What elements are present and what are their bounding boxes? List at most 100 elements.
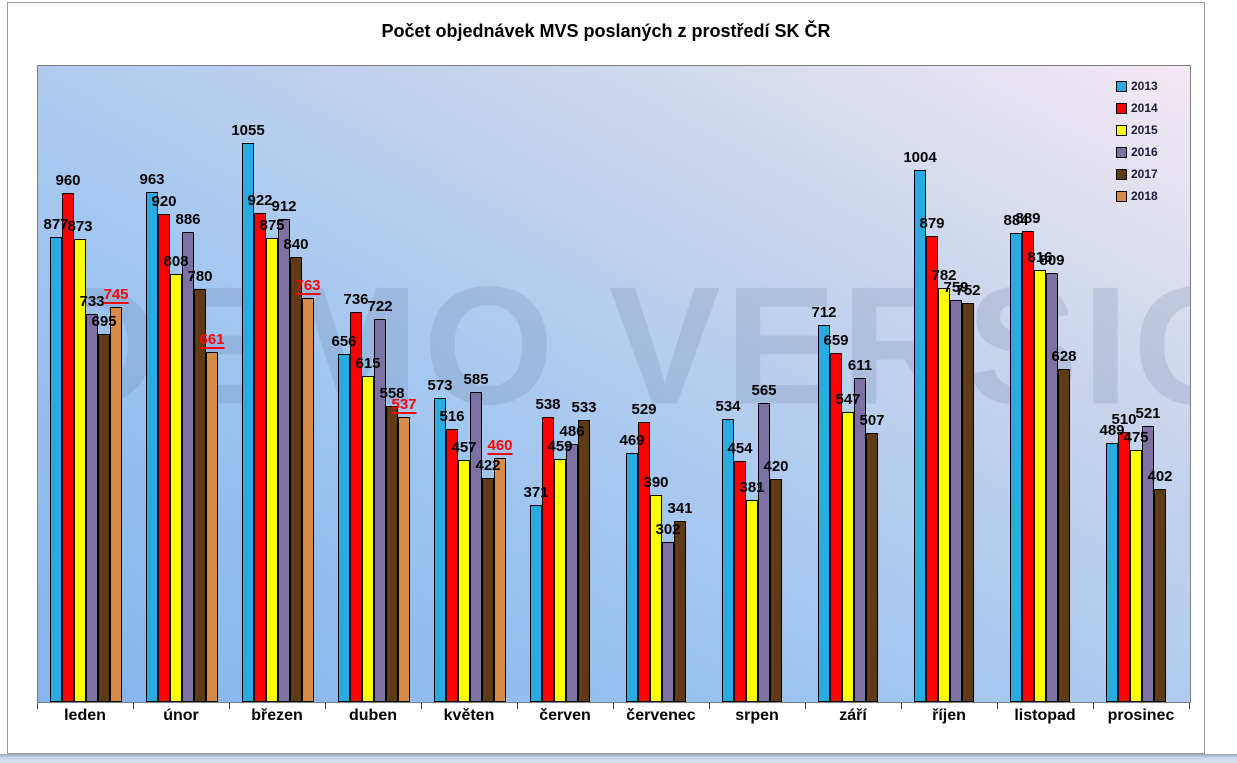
axis-tick [421,703,422,709]
value-label-2017-říjen: 752 [955,282,981,299]
axis-tick [901,703,902,709]
bar-2014-květen [446,429,458,702]
x-axis-label-únor: únor [163,707,199,724]
value-label-2018-leden: 745 [103,286,129,303]
value-label-2018-květen: 460 [487,437,513,454]
bar-2013-červen [530,505,542,702]
value-label-2013-listopad: 884 [1003,212,1029,229]
bar-2014-duben [350,312,362,702]
bar-2015-leden [74,239,86,702]
bar-2017-srpen [770,479,782,702]
value-label-2014-říjen: 879 [919,215,945,232]
value-label-2016-prosinec: 521 [1135,405,1161,422]
axis-tick [709,703,710,709]
bar-2014-březen [254,213,266,702]
x-axis-label-červenec: červenec [626,707,696,724]
value-label-2015-září: 547 [835,391,861,408]
bar-2013-leden [50,237,62,702]
bar-2017-leden [98,334,110,702]
bar-2018-březen [302,298,314,702]
bar-2016-únor [182,232,194,702]
value-label-2016-srpen: 565 [751,382,777,399]
legend: 2013 2014 2015 2016 2017 2018 [1116,80,1158,212]
bar-2017-duben [386,406,398,702]
axis-tick [229,703,230,709]
value-label-2017-květen: 422 [475,457,501,474]
value-label-2016-červen: 486 [559,423,585,440]
value-label-2013-říjen: 1004 [903,149,937,166]
bar-2013-červenec [626,453,638,702]
value-label-2016-červenec: 302 [655,521,681,538]
bar-2014-červen [542,417,554,702]
bar-2016-listopad [1046,273,1058,702]
bar-2015-listopad [1034,270,1046,702]
bar-2017-prosinec [1154,489,1166,702]
bar-2018-leden [110,307,122,702]
value-label-2015-červenec: 390 [643,474,669,491]
value-label-2015-srpen: 381 [739,479,765,496]
bar-2015-březen [266,238,278,702]
axis-tick [325,703,326,709]
bar-2017-červen [578,420,590,702]
bar-2014-leden [62,193,74,702]
legend-swatch-2014 [1116,102,1127,114]
x-axis: leden únor březen duben květen červen červenec… [37,707,1191,725]
legend-item-2014: 2014 [1116,102,1158,114]
value-label-2014-květen: 516 [439,408,465,425]
value-label-2018-březen: 763 [295,277,321,294]
bar-2014-listopad [1022,231,1034,702]
bar-2017-říjen [962,303,974,702]
bar-2018-květen [494,458,506,702]
value-label-2013-leden: 877 [43,216,69,233]
legend-label-2015: 2015 [1131,123,1158,137]
axis-tick [37,703,38,709]
bar-2014-prosinec [1118,432,1130,702]
bar-2013-duben [338,354,350,702]
value-label-2015-červen: 459 [547,438,573,455]
value-label-2014-duben: 736 [343,291,369,308]
value-label-2017-duben: 558 [379,385,405,402]
value-label-2014-listopad: 889 [1015,210,1041,227]
legend-item-2013: 2013 [1116,80,1158,92]
bar-2016-červen [566,444,578,702]
legend-item-2018: 2018 [1116,190,1158,202]
value-label-2015-březen: 875 [259,217,285,234]
bar-2015-červen [554,459,566,702]
x-axis-label-září: září [839,707,867,724]
value-label-2015-leden: 873 [67,218,93,235]
value-label-2014-září: 659 [823,332,849,349]
value-label-2014-únor: 920 [151,193,177,210]
bar-2013-květen [434,398,446,702]
value-label-2016-říjen: 759 [943,279,969,296]
bar-2016-říjen [950,300,962,702]
bar-2013-prosinec [1106,443,1118,702]
value-label-2015-květen: 457 [451,439,477,456]
bar-2018-duben [398,417,410,702]
axis-tick [805,703,806,709]
bar-2017-květen [482,478,494,702]
x-axis-label-červen: červen [539,707,591,724]
value-label-2015-únor: 808 [163,253,189,270]
value-label-2016-listopad: 809 [1039,252,1065,269]
legend-label-2016: 2016 [1131,145,1158,159]
value-label-2017-únor: 780 [187,268,213,285]
value-label-2017-březen: 840 [283,236,309,253]
bar-2013-říjen [914,170,926,702]
bar-2015-červenec [650,495,662,702]
chart-canvas: Počet objednávek MVS poslaných z prostře… [7,2,1205,754]
value-label-2013-červen: 371 [523,484,549,501]
bar-2015-květen [458,460,470,702]
legend-label-2017: 2017 [1131,167,1158,181]
value-label-2013-srpen: 534 [715,398,741,415]
bar-2015-říjen [938,288,950,702]
bar-2016-květen [470,392,482,702]
value-label-2018-únor: 661 [199,331,225,348]
bar-2016-březen [278,219,290,702]
value-label-2013-červenec: 469 [619,432,645,449]
bar-2017-únor [194,289,206,702]
value-label-2014-prosinec: 510 [1111,411,1137,428]
bar-2016-prosinec [1142,426,1154,702]
value-label-2016-leden: 733 [79,293,105,310]
axis-tick [517,703,518,709]
value-label-2013-březen: 1055 [231,122,265,139]
